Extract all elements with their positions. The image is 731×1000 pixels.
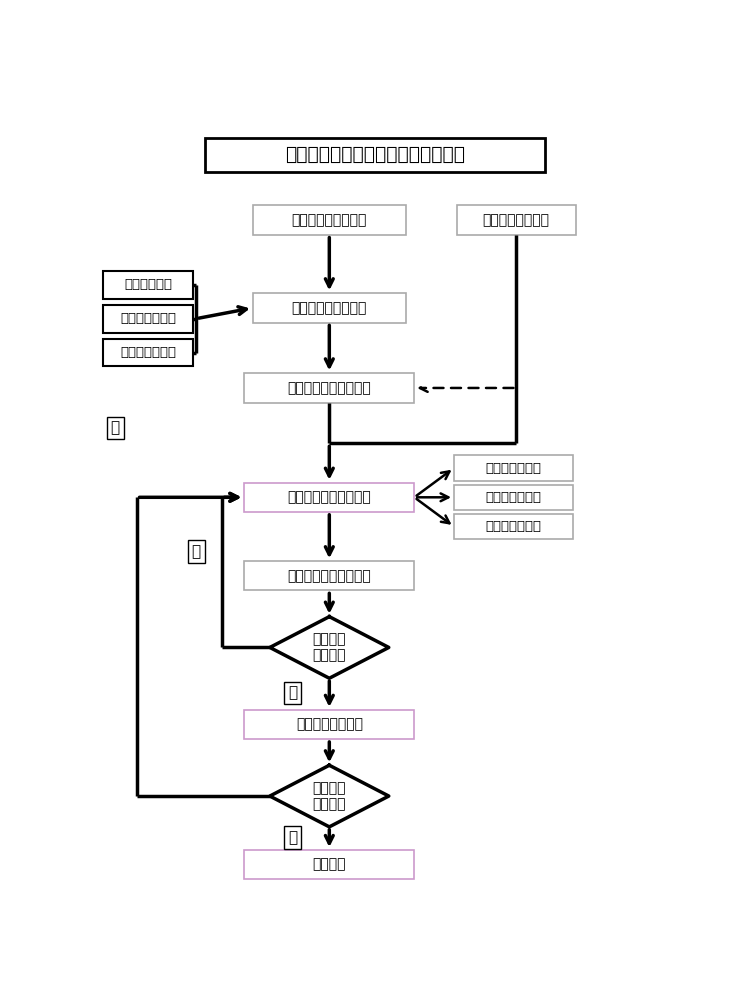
- Polygon shape: [270, 765, 389, 827]
- Text: 飞轮被动隔振仿真分析: 飞轮被动隔振仿真分析: [287, 569, 371, 583]
- FancyBboxPatch shape: [244, 373, 414, 403]
- Text: 多体动力学理论: 多体动力学理论: [120, 346, 176, 359]
- FancyBboxPatch shape: [253, 205, 406, 235]
- Text: 飞轮被动隔振试验: 飞轮被动隔振试验: [296, 717, 363, 731]
- FancyBboxPatch shape: [457, 205, 576, 235]
- FancyBboxPatch shape: [102, 305, 193, 333]
- Text: 隔振器刚度设计: 隔振器刚度设计: [485, 462, 542, 475]
- Text: 飞轮振动特性仿真分析: 飞轮振动特性仿真分析: [287, 381, 371, 395]
- FancyBboxPatch shape: [244, 561, 414, 590]
- Text: 有限元建模理论: 有限元建模理论: [120, 312, 176, 325]
- FancyBboxPatch shape: [244, 710, 414, 739]
- FancyBboxPatch shape: [244, 483, 414, 512]
- Text: 否: 否: [192, 544, 201, 559]
- Text: 一种卫星飞轮被动隔振系统设计方法: 一种卫星飞轮被动隔振系统设计方法: [284, 145, 465, 164]
- Text: 是否满足
指标要求: 是否满足 指标要求: [313, 632, 346, 663]
- Text: 飞轮构型及组成分析: 飞轮构型及组成分析: [292, 213, 367, 227]
- FancyBboxPatch shape: [454, 514, 573, 539]
- Text: 飞轮被动隔振方案设计: 飞轮被动隔振方案设计: [287, 490, 371, 504]
- Text: 飞轮动力学模型建立: 飞轮动力学模型建立: [292, 301, 367, 315]
- Text: 是: 是: [288, 830, 297, 845]
- FancyBboxPatch shape: [102, 339, 193, 366]
- Text: 是否满足
指标要求: 是否满足 指标要求: [313, 781, 346, 811]
- FancyBboxPatch shape: [253, 293, 406, 323]
- FancyBboxPatch shape: [244, 850, 414, 879]
- FancyBboxPatch shape: [454, 455, 573, 481]
- Text: 隔振器阻尼设计: 隔振器阻尼设计: [485, 491, 542, 504]
- Text: 飞轮特性参数: 飞轮特性参数: [124, 278, 172, 291]
- Text: 是: 是: [288, 685, 297, 700]
- FancyBboxPatch shape: [102, 271, 193, 299]
- FancyBboxPatch shape: [454, 485, 573, 510]
- Text: 设计完成: 设计完成: [313, 858, 346, 872]
- Text: 否: 否: [110, 420, 120, 436]
- Polygon shape: [270, 617, 389, 678]
- FancyBboxPatch shape: [205, 138, 545, 172]
- Text: 隔振器布局设计: 隔振器布局设计: [485, 520, 542, 533]
- Text: 飞轮振动特性试验: 飞轮振动特性试验: [482, 213, 550, 227]
